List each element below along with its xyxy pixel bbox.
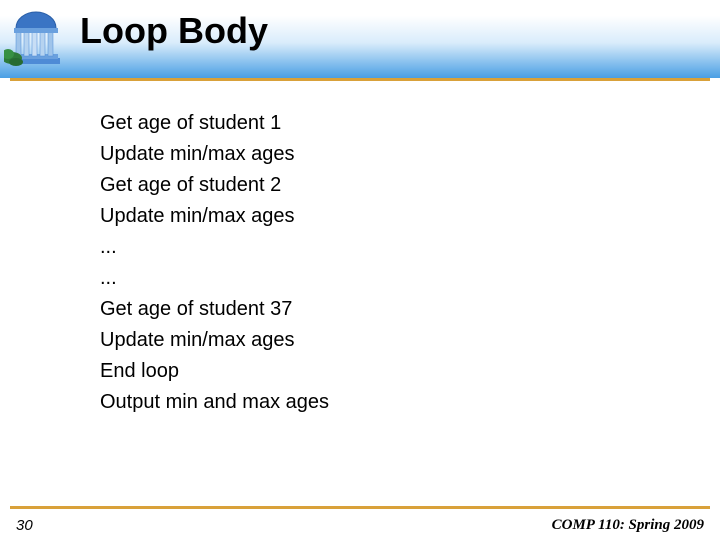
body-line: ...: [100, 232, 680, 263]
course-label: COMP 110: Spring 2009: [552, 517, 704, 534]
body-line: Update min/max ages: [100, 325, 680, 356]
body-line: Get age of student 37: [100, 294, 680, 325]
body-line: Update min/max ages: [100, 201, 680, 232]
rotunda-logo-icon: [4, 6, 68, 70]
body-content: Get age of student 1 Update min/max ages…: [100, 108, 680, 418]
body-line: ...: [100, 263, 680, 294]
footer-accent-rule: [10, 506, 710, 509]
body-line: Update min/max ages: [100, 139, 680, 170]
slide-title: Loop Body: [80, 10, 268, 52]
slide: Loop Body Get age of student 1 Update mi…: [0, 0, 720, 540]
body-line: Get age of student 2: [100, 170, 680, 201]
body-line: Output min and max ages: [100, 387, 680, 418]
footer: 30 COMP 110: Spring 2009: [0, 506, 720, 540]
body-line: Get age of student 1: [100, 108, 680, 139]
page-number: 30: [16, 517, 33, 534]
body-line: End loop: [100, 356, 680, 387]
